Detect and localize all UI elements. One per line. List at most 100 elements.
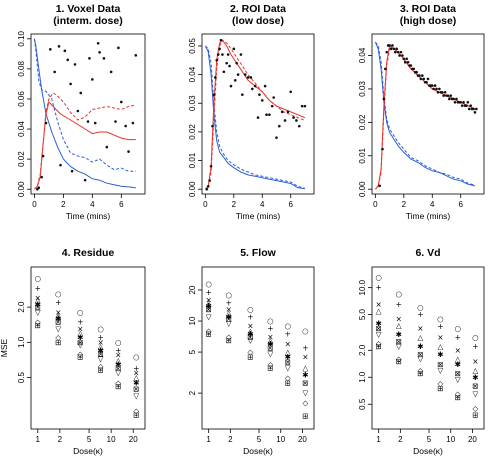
data-point: ✱ xyxy=(302,371,308,380)
data-point xyxy=(399,50,403,54)
plot-frame xyxy=(30,33,146,195)
panel-title: 5. Flow xyxy=(240,247,276,259)
data-point: ◇ xyxy=(418,366,424,375)
data-point: ✱ xyxy=(77,333,83,342)
panel-title: (low dose) xyxy=(232,15,284,27)
data-point xyxy=(214,76,217,79)
data-point: × xyxy=(247,321,253,330)
data-point: ◇ xyxy=(226,333,232,342)
data-point: ✱ xyxy=(267,340,273,349)
data-point: + xyxy=(35,284,41,293)
data-point: ⊞ xyxy=(376,342,382,351)
plot-area: ○+×△✱⊠▽◇⊞○+×△✱⊠▽◇⊞○+×△✱⊠▽◇⊞○+×△✱⊠▽◇⊞○+×△… xyxy=(375,273,478,420)
x-tick-label: 2 xyxy=(61,200,66,209)
data-point xyxy=(260,99,264,102)
data-point: ▽ xyxy=(455,375,461,384)
data-point xyxy=(251,87,254,91)
plot-frame xyxy=(30,266,146,430)
data-point xyxy=(432,87,435,91)
data-point: × xyxy=(55,308,61,317)
data-point: ◇ xyxy=(455,390,461,399)
series-line xyxy=(375,41,476,186)
data-point: ⊠ xyxy=(437,360,443,369)
data-point: ▽ xyxy=(35,308,41,317)
data-point xyxy=(206,185,210,188)
data-point: × xyxy=(302,352,308,361)
x-tick-label: 6 xyxy=(288,200,293,209)
data-point: ◇ xyxy=(268,360,274,369)
data-point: ⊠ xyxy=(133,385,139,394)
y-tick-label: 10 xyxy=(188,316,197,325)
data-point: × xyxy=(133,368,139,377)
data-point xyxy=(275,136,278,139)
data-point xyxy=(236,73,240,76)
data-point xyxy=(300,104,304,108)
data-point: △ xyxy=(206,298,212,307)
data-point xyxy=(114,120,117,123)
y-tick-label: 2.0 xyxy=(358,344,367,356)
data-point xyxy=(41,154,45,158)
y-tick-label: 2.0 xyxy=(17,301,26,313)
data-point xyxy=(455,97,458,101)
data-point xyxy=(265,113,268,117)
data-point xyxy=(53,70,56,74)
x-tick-label: 5 xyxy=(87,435,92,444)
data-point xyxy=(396,50,400,54)
y-tick-label: 0.06 xyxy=(17,91,26,107)
plot-frame xyxy=(371,33,485,195)
panel-title: 6. Vd xyxy=(415,247,440,259)
x-tick-label: 0 xyxy=(373,200,378,209)
data-point xyxy=(283,119,287,122)
data-point: ▽ xyxy=(438,366,444,375)
data-point: + xyxy=(115,346,121,355)
data-point: △ xyxy=(285,348,291,357)
data-point: ▽ xyxy=(285,364,291,373)
series-line xyxy=(205,45,306,189)
data-point: ▽ xyxy=(77,341,83,350)
data-point xyxy=(40,175,43,179)
data-point: ✱ xyxy=(417,342,423,351)
data-point xyxy=(472,107,475,111)
data-point: ◇ xyxy=(285,374,291,383)
data-point: + xyxy=(247,312,253,321)
data-point xyxy=(449,94,453,97)
data-point: △ xyxy=(303,364,309,373)
data-point: + xyxy=(396,300,402,309)
data-point: ◇ xyxy=(473,404,479,413)
data-point: ✱ xyxy=(396,330,402,339)
data-point xyxy=(109,70,113,74)
data-point xyxy=(381,147,384,151)
x-tick-label: 20 xyxy=(298,435,307,444)
data-point: + xyxy=(133,364,139,373)
series-line xyxy=(34,92,136,190)
data-point: ○ xyxy=(267,317,274,326)
data-point xyxy=(415,70,418,74)
data-point: ✱ xyxy=(472,373,478,382)
data-point xyxy=(102,57,106,60)
data-point xyxy=(435,87,438,91)
data-point xyxy=(303,104,307,108)
data-point: + xyxy=(472,342,478,351)
data-point xyxy=(467,107,471,111)
data-point: ▽ xyxy=(376,330,382,339)
y-tick-label: 20 xyxy=(188,285,197,294)
data-point xyxy=(392,47,396,51)
data-point xyxy=(292,116,295,119)
data-point: ⊞ xyxy=(226,336,232,345)
data-point xyxy=(438,87,441,91)
data-point: ○ xyxy=(417,303,424,312)
data-point xyxy=(96,42,100,45)
data-point xyxy=(239,53,243,56)
data-point xyxy=(469,104,472,107)
data-point: + xyxy=(302,343,308,352)
data-point: ✱ xyxy=(437,350,443,359)
data-point: ▽ xyxy=(396,342,402,351)
y-tick-label: 0.02 xyxy=(17,151,26,167)
data-point: ⊞ xyxy=(115,382,121,391)
data-point: × xyxy=(115,351,121,360)
data-point xyxy=(215,58,219,62)
data-point xyxy=(466,101,470,104)
data-point: △ xyxy=(98,342,104,351)
data-point: ○ xyxy=(247,305,254,314)
